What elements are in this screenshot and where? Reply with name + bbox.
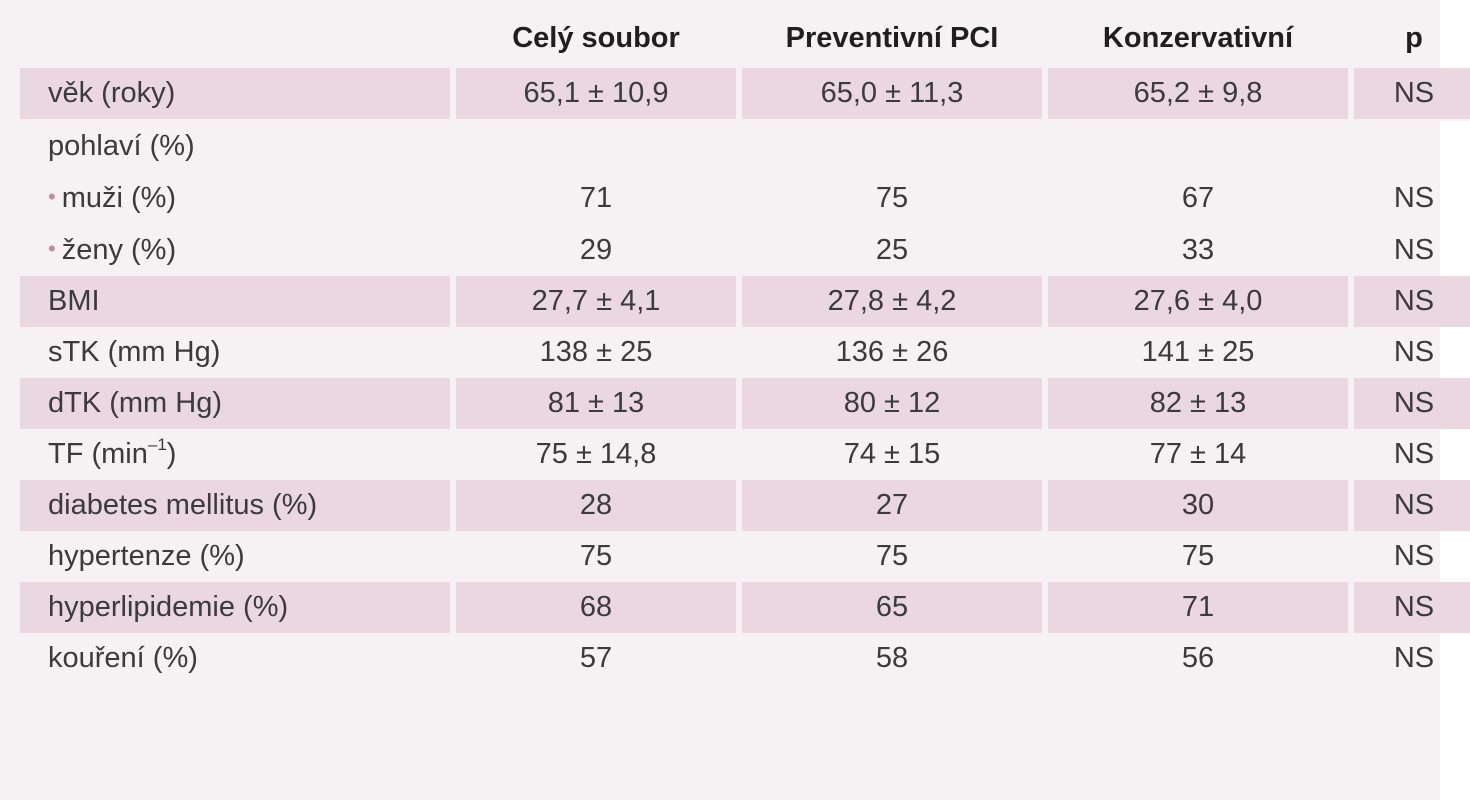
row-label-cell: • ženy (%)	[20, 224, 450, 276]
cell-konzervativni: 82 ± 13	[1048, 378, 1348, 429]
patient-characteristics-table: Celý soubor Preventivní PCI Konzervativn…	[14, 8, 1470, 684]
table-row-dtk: dTK (mm Hg) 81 ± 13 80 ± 12 82 ± 13 NS	[20, 378, 1470, 429]
cell-konzervativni: 77 ± 14	[1149, 438, 1247, 470]
table-header-row: Celý soubor Preventivní PCI Konzervativn…	[20, 8, 1470, 68]
cell-p-value: NS	[1393, 336, 1435, 368]
row-label: hypertenze (%)	[48, 540, 245, 572]
table-row-diabetes: diabetes mellitus (%) 28 27 30 NS	[20, 480, 1470, 531]
header-konzervativni: Konzervativní	[1102, 21, 1294, 54]
header-p-value: p	[1405, 21, 1423, 54]
row-label: sTK (mm Hg)	[48, 336, 221, 368]
table-row-hypertenze: hypertenze (%) 75 75 75 NS	[20, 531, 1470, 582]
cell-preventivni-pci: 136 ± 26	[835, 336, 949, 368]
cell-p-value: NS	[1354, 582, 1470, 633]
cell-cely-soubor: 29	[579, 233, 613, 266]
table-row-stk: sTK (mm Hg) 138 ± 25 136 ± 26 141 ± 25 N…	[20, 327, 1470, 378]
row-label: dTK (mm Hg)	[20, 378, 450, 429]
cell-konzervativni: 67	[1181, 181, 1215, 214]
cell-konzervativni: 33	[1181, 233, 1215, 266]
table-row-zeny: • ženy (%) 29 25 33 NS	[20, 224, 1470, 276]
row-label: pohlaví (%)	[48, 130, 195, 162]
cell-cely-soubor: 81 ± 13	[456, 378, 736, 429]
cell-konzervativni: 30	[1048, 480, 1348, 531]
table-row-muzi: • muži (%) 71 75 67 NS	[20, 172, 1470, 224]
row-label-cell: • muži (%)	[20, 172, 450, 224]
cell-preventivni-pci: 74 ± 15	[843, 438, 941, 470]
cell-p-value: NS	[1354, 276, 1470, 327]
cell-p-value: NS	[1354, 68, 1470, 121]
table-row-bmi: BMI 27,7 ± 4,1 27,8 ± 4,2 27,6 ± 4,0 NS	[20, 276, 1470, 327]
row-label: BMI	[20, 276, 450, 327]
cell-konzervativni: 71	[1048, 582, 1348, 633]
cell-preventivni-pci: 65,0 ± 11,3	[742, 68, 1042, 121]
cell-p-value: NS	[1354, 378, 1470, 429]
row-label: hyperlipidemie (%)	[20, 582, 450, 633]
cell-p-value	[1354, 121, 1470, 172]
cell-cely-soubor: 75 ± 14,8	[535, 438, 657, 470]
cell-preventivni-pci: 58	[875, 642, 909, 674]
table-row-vek: věk (roky) 65,1 ± 10,9 65,0 ± 11,3 65,2 …	[20, 68, 1470, 121]
cell-cely-soubor: 68	[456, 582, 736, 633]
cell-p-value: NS	[1393, 642, 1435, 674]
cell-p-value: NS	[1393, 540, 1435, 572]
cell-cely-soubor: 57	[579, 642, 613, 674]
cell-preventivni-pci: 27,8 ± 4,2	[742, 276, 1042, 327]
header-label-column	[20, 8, 450, 68]
table-row-tf: TF (min–1) 75 ± 14,8 74 ± 15 77 ± 14 NS	[20, 429, 1470, 480]
cell-preventivni-pci: 75	[875, 181, 909, 214]
table-row-pohlavi: pohlaví (%)	[20, 121, 1470, 172]
cell-konzervativni: 75	[1181, 540, 1215, 572]
cell-konzervativni: 65,2 ± 9,8	[1048, 68, 1348, 121]
bullet-icon: •	[48, 183, 56, 209]
row-label: muži (%)	[61, 181, 177, 214]
row-label: TF (min	[48, 438, 148, 470]
header-cely-soubor: Celý soubor	[512, 21, 680, 54]
cell-preventivni-pci: 80 ± 12	[742, 378, 1042, 429]
row-label: kouření (%)	[48, 642, 198, 674]
row-label: ženy (%)	[61, 233, 177, 266]
cell-cely-soubor: 138 ± 25	[539, 336, 653, 368]
cell-preventivni-pci: 27	[742, 480, 1042, 531]
cell-cely-soubor: 27,7 ± 4,1	[456, 276, 736, 327]
row-label: věk (roky)	[20, 68, 450, 121]
cell-konzervativni	[1048, 121, 1348, 172]
row-label-cell: TF (min–1)	[20, 429, 450, 480]
cell-p-value: NS	[1393, 438, 1435, 470]
row-label-superscript: –1	[147, 435, 167, 455]
row-label: diabetes mellitus (%)	[20, 480, 450, 531]
cell-preventivni-pci: 25	[875, 233, 909, 266]
cell-preventivni-pci: 75	[875, 540, 909, 572]
cell-p-value: NS	[1354, 480, 1470, 531]
cell-konzervativni: 141 ± 25	[1141, 336, 1255, 368]
table-row-koureni: kouření (%) 57 58 56 NS	[20, 633, 1470, 684]
header-preventivni-pci: Preventivní PCI	[785, 21, 999, 54]
bullet-icon: •	[48, 235, 56, 261]
cell-preventivni-pci: 65	[742, 582, 1042, 633]
cell-konzervativni: 56	[1181, 642, 1215, 674]
cell-preventivni-pci	[742, 121, 1042, 172]
cell-cely-soubor: 28	[456, 480, 736, 531]
cell-p-value: NS	[1393, 181, 1435, 214]
cell-cely-soubor: 65,1 ± 10,9	[456, 68, 736, 121]
cell-cely-soubor	[456, 121, 736, 172]
cell-cely-soubor: 75	[579, 540, 613, 572]
row-label-suffix: )	[166, 438, 177, 470]
cell-p-value: NS	[1393, 233, 1435, 266]
cell-konzervativni: 27,6 ± 4,0	[1048, 276, 1348, 327]
cell-cely-soubor: 71	[579, 181, 613, 214]
table-row-hyperlipidemie: hyperlipidemie (%) 68 65 71 NS	[20, 582, 1470, 633]
